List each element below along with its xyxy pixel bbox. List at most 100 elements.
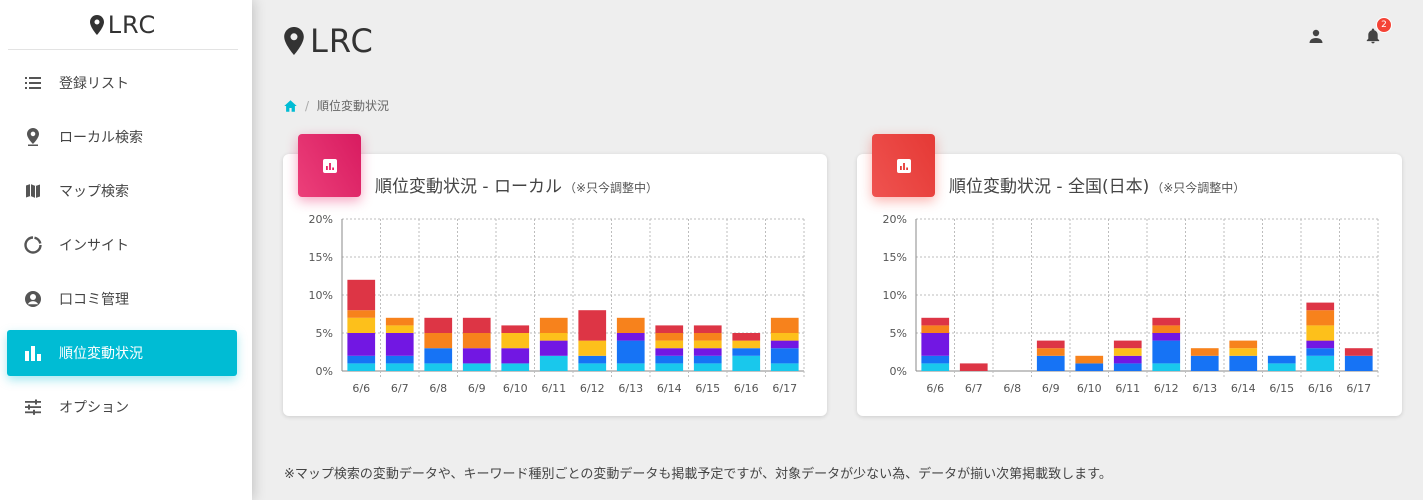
bar-segment [385, 325, 414, 333]
bar-segment [693, 333, 722, 341]
page-logo-text: LRC [310, 22, 374, 60]
bar-segment [655, 355, 684, 364]
x-tick-label: 6/9 [1042, 382, 1060, 395]
bar-segment [693, 348, 722, 356]
bar-segment [921, 317, 950, 326]
sidebar-item-label: インサイト [59, 238, 129, 254]
sidebar-item-map-search[interactable]: マップ検索 [7, 168, 237, 214]
x-tick-label: 6/15 [1269, 382, 1294, 395]
bar-segment [693, 363, 722, 371]
bar-segment [732, 333, 761, 341]
y-tick-label: 5% [316, 327, 333, 340]
donut-icon [24, 236, 42, 254]
bar-segment [921, 363, 950, 371]
bar-segment [770, 333, 799, 341]
bar-segment [655, 348, 684, 356]
bar-segment [1306, 348, 1335, 356]
bar-segment [462, 333, 491, 349]
bar-segment [1036, 340, 1065, 349]
x-tick-label: 6/12 [580, 382, 605, 395]
sidebar-item-label: 口コミ管理 [59, 292, 129, 308]
x-tick-label: 6/15 [695, 382, 720, 395]
breadcrumb-separator: / [305, 98, 310, 113]
x-tick-label: 6/6 [926, 382, 944, 395]
sidebar-item-ranking-changes[interactable]: 順位変動状況 [7, 330, 237, 376]
bar-segment [1036, 348, 1065, 356]
bar-segment [1036, 355, 1065, 371]
bar-segment [1113, 340, 1142, 349]
sidebar-item-label: 順位変動状況 [59, 346, 143, 362]
notifications-button[interactable]: 2 [1363, 17, 1392, 46]
bar-segment [921, 325, 950, 333]
breadcrumb-home[interactable] [284, 99, 297, 112]
breadcrumb-current: 順位変動状況 [317, 99, 390, 113]
bar-segment [347, 333, 376, 356]
bar-segment [1306, 325, 1335, 341]
y-tick-label: 0% [890, 365, 907, 378]
bar-segment [1152, 317, 1181, 326]
sidebar-brand-text: LRC [107, 10, 157, 39]
y-tick-label: 10% [309, 289, 333, 302]
bar-segment [501, 348, 530, 364]
bar-segment [959, 363, 988, 371]
bar-segment [462, 317, 491, 333]
x-tick-label: 6/17 [772, 382, 797, 395]
bar-segment [616, 340, 645, 364]
bar-segment [655, 333, 684, 341]
ranking-card-national: 順位変動状況 - 全国(日本) （※只今調整中） 0% 5% 10% 15% 20% 6/6… [857, 134, 1402, 416]
sidebar-item-label: 登録リスト [59, 76, 129, 92]
breadcrumb: / 順位変動状況 [284, 97, 389, 114]
pin-icon [24, 128, 42, 146]
x-tick-label: 6/6 [352, 382, 370, 395]
bar-segment [1190, 355, 1219, 371]
x-tick-label: 6/8 [1003, 382, 1021, 395]
bar-segment [1267, 355, 1296, 364]
bar-segment [616, 317, 645, 333]
bar-segment [347, 317, 376, 333]
y-tick-label: 20% [883, 213, 907, 226]
x-tick-label: 6/16 [734, 382, 759, 395]
sidebar-brand[interactable]: LRC [8, 0, 238, 50]
sidebar-item-insight[interactable]: インサイト [7, 222, 237, 268]
x-tick-label: 6/10 [1077, 382, 1102, 395]
card-icon-badge [298, 134, 361, 197]
person-icon [1309, 29, 1323, 43]
notification-badge: 2 [1376, 17, 1392, 33]
bar-segment [616, 363, 645, 371]
x-tick-label: 6/12 [1154, 382, 1179, 395]
sidebar-item-label: ローカル検索 [59, 130, 143, 146]
y-tick-label: 5% [890, 327, 907, 340]
sidebar-item-registration-list[interactable]: 登録リスト [7, 60, 237, 106]
bar-segment [539, 355, 568, 371]
bar-segment [770, 363, 799, 371]
bar-segment [770, 340, 799, 349]
bar-segment [347, 310, 376, 318]
sidebar-item-options[interactable]: オプション [7, 384, 237, 430]
bar-segment [385, 317, 414, 326]
y-tick-label: 0% [316, 365, 333, 378]
sidebar-item-review-management[interactable]: 口コミ管理 [7, 276, 237, 322]
x-tick-label: 6/8 [429, 382, 447, 395]
x-tick-label: 6/7 [965, 382, 983, 395]
bar-segment [578, 355, 607, 364]
y-tick-label: 20% [309, 213, 333, 226]
sidebar-item-local-search[interactable]: ローカル検索 [7, 114, 237, 160]
bar-segment [1306, 340, 1335, 349]
card-title-text: 順位変動状況 - 全国(日本) [949, 177, 1150, 197]
bar-segment [1113, 363, 1142, 371]
bar-segment [347, 355, 376, 364]
x-tick-label: 6/14 [657, 382, 682, 395]
x-tick-label: 6/11 [541, 382, 566, 395]
bar-segment [347, 279, 376, 311]
account-button[interactable] [1306, 26, 1326, 46]
bar-segment [1152, 333, 1181, 341]
bar-segment [501, 325, 530, 333]
bar-segment [693, 355, 722, 364]
bar-segment [1075, 363, 1104, 371]
bar-segment [732, 355, 761, 371]
sliders-icon [24, 398, 42, 416]
bar-segment [655, 325, 684, 333]
x-tick-label: 6/9 [468, 382, 486, 395]
ranking-card-local: 順位変動状況 - ローカル （※只今調整中） 0% 5% 10% 15% 20% 6/6 6/… [283, 134, 827, 416]
bar-segment [424, 333, 453, 349]
